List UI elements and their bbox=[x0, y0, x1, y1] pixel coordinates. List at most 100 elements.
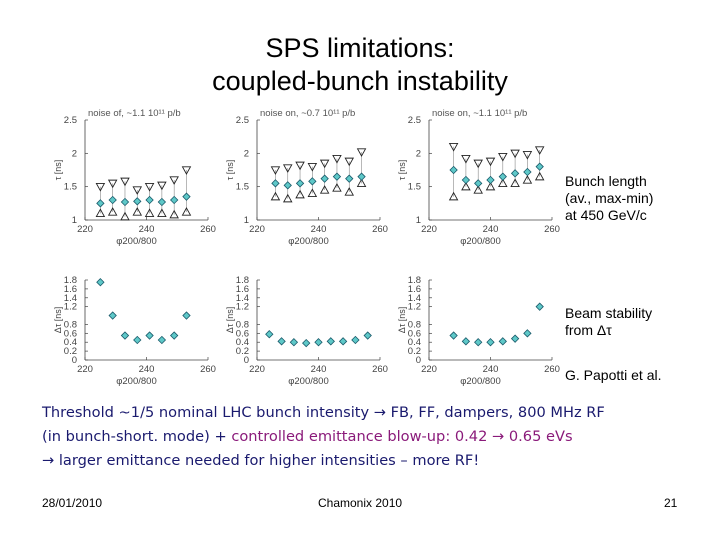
y-tick-label: 2 bbox=[416, 148, 421, 159]
x-axis-label: φ200/800 bbox=[288, 376, 329, 387]
mean-point bbox=[461, 175, 471, 185]
delta-point bbox=[182, 311, 191, 320]
y-tick-label: 1 bbox=[416, 215, 421, 226]
min-point bbox=[295, 189, 305, 199]
max-point bbox=[270, 166, 281, 175]
min-point bbox=[473, 185, 483, 194]
min-point bbox=[132, 207, 143, 216]
y-tick-label: 1 bbox=[244, 215, 249, 226]
footer-event: Chamonix 2010 bbox=[318, 496, 403, 510]
y-tick-label: 1.6 bbox=[64, 284, 77, 295]
x-tick-label: 260 bbox=[544, 224, 560, 235]
x-tick-label: 240 bbox=[311, 364, 327, 375]
x-axis-label: φ200/800 bbox=[460, 236, 501, 247]
max-point bbox=[498, 153, 508, 162]
x-tick-label: 260 bbox=[372, 364, 388, 375]
delta-point bbox=[338, 337, 348, 346]
chart-title: noise on, ~0.7 10¹¹ p/b bbox=[260, 108, 355, 119]
x-axis-label: φ200/800 bbox=[116, 236, 157, 247]
min-point bbox=[95, 208, 106, 217]
y-tick-label: 0.4 bbox=[236, 337, 249, 348]
max-point bbox=[95, 183, 106, 192]
delta-point bbox=[363, 331, 372, 340]
chart-bunch-length-noise-on-high: noise on, ~1.1 10¹¹ p/b 1 1.5 2 2.5 220 240 260… bbox=[397, 108, 560, 247]
delta-point bbox=[523, 329, 532, 338]
max-point bbox=[319, 159, 330, 169]
min-point bbox=[307, 188, 318, 197]
x-tick-label: 240 bbox=[311, 224, 327, 235]
y-tick-label: 0 bbox=[416, 355, 421, 366]
beam-stability-label-line2: from Δτ bbox=[565, 322, 612, 338]
mean-point bbox=[332, 172, 342, 181]
slide-title-line2: coupled-bunch instability bbox=[212, 66, 508, 96]
y-tick-label: 1.6 bbox=[236, 284, 249, 295]
x-tick-label: 240 bbox=[483, 224, 499, 235]
delta-point bbox=[96, 278, 105, 287]
y-tick-label: 0.4 bbox=[408, 337, 421, 348]
chart-title: noise of, ~1.1 10¹¹ p/b bbox=[88, 108, 181, 119]
delta-point bbox=[474, 338, 483, 347]
y-tick-label: 0.2 bbox=[236, 346, 249, 357]
mean-point bbox=[308, 177, 317, 186]
delta-point bbox=[302, 338, 311, 348]
y-axis-label: Δτ [ns] bbox=[53, 307, 63, 334]
beam-stability-label: Beam stability from Δτ bbox=[565, 305, 652, 339]
min-point bbox=[282, 193, 293, 203]
y-tick-label: 0.4 bbox=[64, 337, 77, 348]
footer-date: 28/01/2010 bbox=[42, 496, 103, 510]
y-tick-label: 2 bbox=[72, 148, 77, 159]
mean-point bbox=[510, 169, 520, 178]
delta-point bbox=[326, 337, 335, 346]
min-point bbox=[107, 207, 118, 216]
chart-bunch-length-noise-off: noise of, ~1.1 10¹¹ p/b 1 1.5 2 2.5 220 240 260… bbox=[53, 108, 216, 247]
max-point bbox=[344, 157, 355, 167]
x-tick-label: 260 bbox=[544, 364, 560, 375]
chart-stability-noise-on-low: 00.20.40.60.8 1.21.41.61.8 220 240 260 φ200/8… bbox=[225, 275, 388, 387]
min-point bbox=[448, 191, 459, 201]
mean-point bbox=[145, 195, 154, 205]
y-tick-label: 1.6 bbox=[408, 284, 421, 295]
delta-point bbox=[277, 337, 286, 346]
bunch-length-label-line1: Bunch length bbox=[565, 173, 647, 189]
mean-point bbox=[295, 179, 305, 188]
x-tick-label: 260 bbox=[372, 224, 388, 235]
y-tick-label: 0.8 bbox=[236, 319, 249, 330]
mean-point bbox=[133, 197, 142, 206]
delta-point bbox=[133, 335, 142, 345]
delta-point bbox=[170, 331, 179, 340]
y-axis-label: τ [ns] bbox=[225, 160, 235, 181]
max-point bbox=[169, 176, 179, 185]
max-point bbox=[510, 149, 520, 159]
y-tick-label: 0.6 bbox=[64, 328, 77, 339]
delta-point bbox=[145, 331, 154, 340]
max-point bbox=[356, 148, 367, 157]
mean-point bbox=[498, 172, 507, 181]
chart-bunch-length-noise-on-low: noise on, ~0.7 10¹¹ p/b 1 1.5 2 2.5 220 240 260… bbox=[225, 108, 388, 247]
mean-point bbox=[170, 195, 179, 205]
max-point bbox=[295, 161, 305, 171]
max-point bbox=[120, 177, 130, 187]
y-tick-label: 2.5 bbox=[236, 115, 249, 126]
min-point bbox=[157, 208, 167, 217]
y-tick-label: 2 bbox=[244, 148, 249, 159]
min-point bbox=[356, 178, 367, 187]
delta-point bbox=[461, 337, 471, 346]
delta-point bbox=[314, 338, 323, 347]
mean-point bbox=[357, 172, 366, 181]
y-tick-label: 2.5 bbox=[64, 115, 77, 126]
y-axis-label: τ [ns] bbox=[397, 160, 407, 181]
slide-title-line1: SPS limitations: bbox=[265, 33, 455, 63]
y-tick-label: 0 bbox=[72, 355, 77, 366]
min-point bbox=[181, 207, 192, 216]
delta-point bbox=[157, 335, 167, 345]
summary-line1: Threshold ~1/5 nominal LHC bunch intensi… bbox=[42, 404, 605, 421]
mean-point bbox=[449, 165, 458, 175]
max-point bbox=[448, 143, 459, 152]
mean-point bbox=[474, 179, 483, 188]
mean-point bbox=[120, 197, 130, 207]
min-point bbox=[120, 211, 130, 221]
max-point bbox=[534, 146, 545, 155]
y-tick-label: 1.8 bbox=[236, 275, 249, 286]
x-tick-label: 240 bbox=[483, 364, 499, 375]
y-tick-label: 0.2 bbox=[64, 346, 77, 357]
